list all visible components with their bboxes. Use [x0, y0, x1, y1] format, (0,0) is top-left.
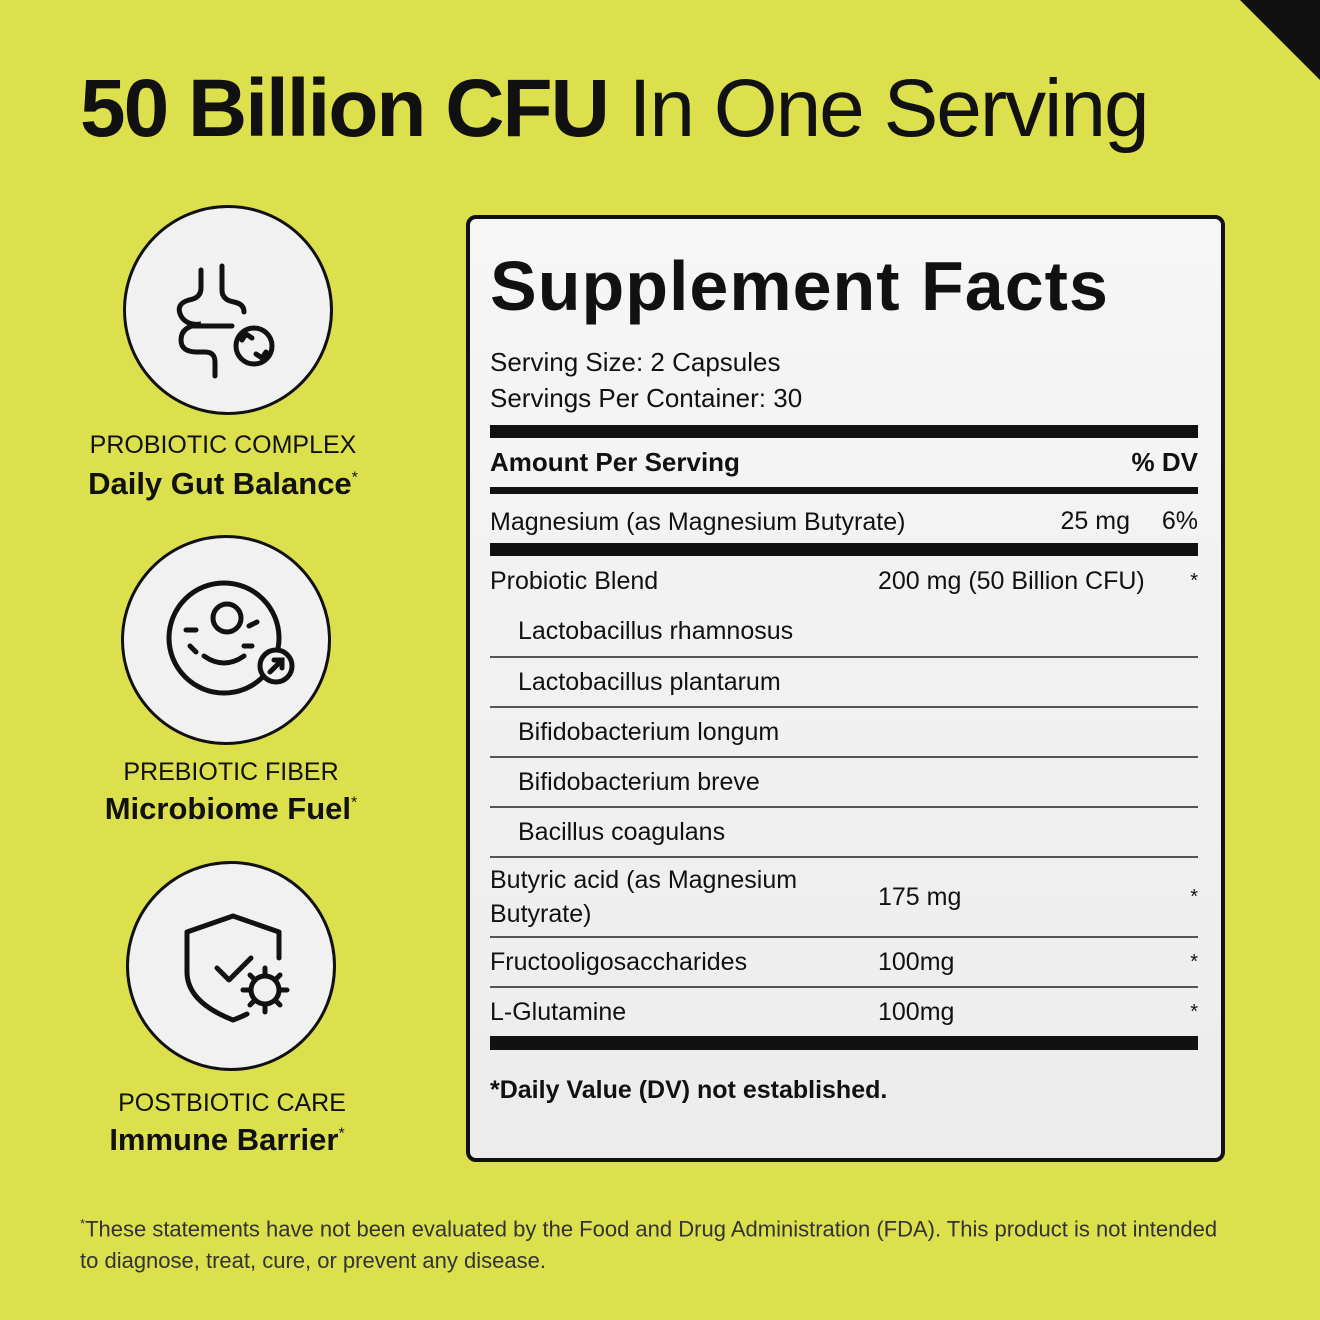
gut-icon — [176, 263, 275, 379]
medium-rule — [490, 487, 1198, 494]
corner-triangle — [1240, 0, 1320, 80]
ingredient-name: L-Glutamine — [490, 998, 627, 1026]
icon-circle — [126, 861, 336, 1071]
disclaimer-text: These statements have not been evaluated… — [80, 1216, 1218, 1274]
feature-label: POSTBIOTIC CARE — [118, 1089, 346, 1117]
servings-per-container: Servings Per Container: 30 — [490, 383, 803, 413]
facts-row: Butyric acid (as Magnesium Butyrate) 175 … — [490, 858, 1198, 938]
facts-row: Magnesium (as Magnesium Butyrate) 25 mg 6% — [490, 500, 1198, 556]
facts-row: Bifidobacterium longum — [490, 708, 1198, 758]
amount: 175 mg — [878, 882, 962, 911]
facts-row: Lactobacillus plantarum — [490, 658, 1198, 708]
ingredient-name: Bifidobacterium longum — [518, 718, 780, 746]
daily-value: * — [1190, 569, 1198, 592]
icon-circle — [123, 205, 333, 415]
daily-value: * — [1190, 1000, 1198, 1023]
facts-row: Probiotic Blend 200 mg (50 Billion CFU) * — [490, 556, 1198, 606]
shield-icon — [184, 913, 290, 1023]
icon-circle — [121, 535, 331, 745]
headline: 50 Billion CFU In One Serving — [80, 62, 1150, 156]
headline-regular: In One Serving — [628, 63, 1150, 154]
ingredient-name: Bacillus coagulans — [518, 818, 726, 846]
facts-row: Lactobacillus rhamnosus — [490, 606, 1198, 658]
thick-rule — [490, 425, 1198, 438]
facts-note: *Daily Value (DV) not established. — [490, 1076, 888, 1104]
ingredient-name: Butyric acid (as Magnesium Butyrate) — [490, 866, 798, 928]
disclaimer: *These statements have not been evaluate… — [80, 1208, 1240, 1277]
feature-title-text: Daily Gut Balance — [88, 466, 352, 501]
asterisk: * — [80, 1216, 86, 1231]
daily-value: * — [1190, 950, 1198, 973]
ingredient-name: Probiotic Blend — [490, 567, 659, 595]
header-right: % DV — [1131, 447, 1198, 477]
daily-value: * — [1190, 885, 1198, 908]
amount: 200 mg (50 Billion CFU) — [878, 566, 1145, 595]
facts-row: Bacillus coagulans — [490, 808, 1198, 858]
feature-title-text: Microbiome Fuel — [104, 791, 352, 826]
amount: 100mg — [878, 997, 955, 1026]
headline-bold: 50 Billion CFU — [80, 63, 610, 154]
facts-row: Bifidobacterium breve — [490, 758, 1198, 808]
feature-label: PREBIOTIC FIBER — [123, 758, 339, 786]
feature-label: PROBIOTIC COMPLEX — [89, 431, 357, 459]
amount: 100mg — [878, 947, 955, 976]
facts-title: Supplement Facts — [490, 247, 1109, 325]
amount: 25 mg — [1060, 507, 1130, 535]
feature-title: Microbiome Fuel* — [61, 791, 401, 827]
ingredient-name: Fructooligosaccharides — [490, 948, 748, 976]
header-left: Amount Per Serving — [490, 447, 740, 477]
facts-row: L-Glutamine 100mg * — [490, 988, 1198, 1050]
microbe-icon — [166, 580, 295, 696]
asterisk: * — [338, 1125, 345, 1143]
ingredient-name: Bifidobacterium breve — [518, 768, 760, 796]
feature-title: Immune Barrier* — [57, 1122, 397, 1158]
serving-size: Serving Size: 2 Capsules — [490, 347, 781, 377]
feature-title: Daily Gut Balance* — [53, 466, 393, 502]
daily-value: 6% — [1161, 507, 1198, 535]
ingredient-name: Magnesium (as Magnesium Butyrate) — [490, 507, 906, 536]
ingredient-name: Lactobacillus rhamnosus — [518, 617, 794, 645]
facts-panel — [466, 215, 1225, 1162]
facts-row: Fructooligosaccharides 100mg * — [490, 938, 1198, 988]
feature-title-text: Immune Barrier — [109, 1122, 339, 1157]
asterisk: * — [351, 794, 358, 812]
ingredient-name: Lactobacillus plantarum — [518, 668, 781, 696]
asterisk: * — [351, 469, 358, 487]
